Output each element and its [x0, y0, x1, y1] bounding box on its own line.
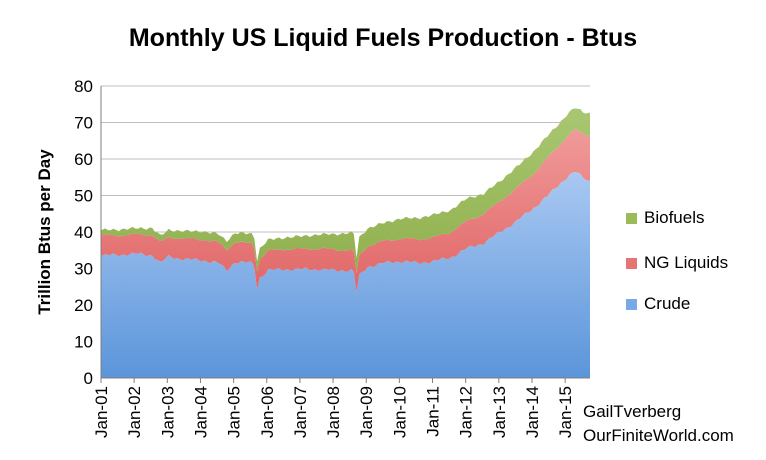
legend-swatch-biofuels — [626, 212, 637, 224]
x-tick-label-Jan-10: Jan-10 — [390, 386, 409, 438]
x-tick-label-Jan-03: Jan-03 — [158, 386, 177, 438]
x-tick-label-Jan-07: Jan-07 — [291, 386, 310, 438]
area-ng-liquids — [101, 129, 590, 293]
y-tick-label-80: 80 — [74, 77, 93, 96]
x-tick-label-Jan-15: Jan-15 — [556, 386, 575, 438]
area-biofuels — [101, 108, 590, 274]
legend-item-crude: Crude — [626, 294, 690, 314]
x-tick-label-Jan-13: Jan-13 — [490, 386, 509, 438]
y-tick-label-50: 50 — [74, 187, 93, 206]
area-crude — [101, 172, 590, 378]
y-tick-label-10: 10 — [74, 333, 93, 352]
stacked-areas — [101, 108, 590, 378]
y-tick-label-70: 70 — [74, 114, 93, 133]
legend-item-ng-liquids: NG Liquids — [626, 253, 728, 273]
y-tick-label-30: 30 — [74, 260, 93, 279]
x-tick-label-Jan-09: Jan-09 — [357, 386, 376, 438]
x-tick-label-Jan-02: Jan-02 — [125, 386, 144, 438]
x-tick-label-Jan-04: Jan-04 — [191, 386, 210, 438]
y-tick-label-0: 0 — [84, 369, 93, 388]
legend-label-biofuels: Biofuels — [644, 208, 705, 227]
legend-item-biofuels: Biofuels — [626, 208, 704, 228]
y-tick-label-40: 40 — [74, 223, 93, 242]
x-tick-label-Jan-08: Jan-08 — [324, 386, 343, 438]
legend-label-crude: Crude — [644, 294, 691, 313]
y-tick-label-60: 60 — [74, 150, 93, 169]
x-tick-label-Jan-11: Jan-11 — [424, 386, 443, 437]
axes: 0 10 20 30 40 50 60 70 80 Jan-01 Jan-02 Jan-03 Jan-0… — [74, 77, 590, 438]
credit-website: OurFiniteWorld.com — [583, 426, 734, 445]
legend-label-ng-liquids: NG Liquids — [644, 253, 729, 272]
y-tick-label-20: 20 — [74, 296, 93, 315]
y-axis-title: Trillion Btus per Day — [35, 149, 54, 315]
credit-author: GailTverberg — [583, 402, 682, 421]
x-tick-label-Jan-14: Jan-14 — [523, 386, 542, 438]
legend-swatch-ng-liquids — [626, 257, 637, 269]
x-tick-label-Jan-06: Jan-06 — [258, 386, 277, 438]
legend-swatch-crude — [626, 298, 637, 310]
x-tick-label-Jan-12: Jan-12 — [457, 386, 476, 438]
x-tick-label-Jan-05: Jan-05 — [225, 386, 244, 438]
x-tick-label-Jan-01: Jan-01 — [92, 386, 111, 438]
chart-title: Monthly US Liquid Fuels Production - Btu… — [128, 24, 638, 52]
